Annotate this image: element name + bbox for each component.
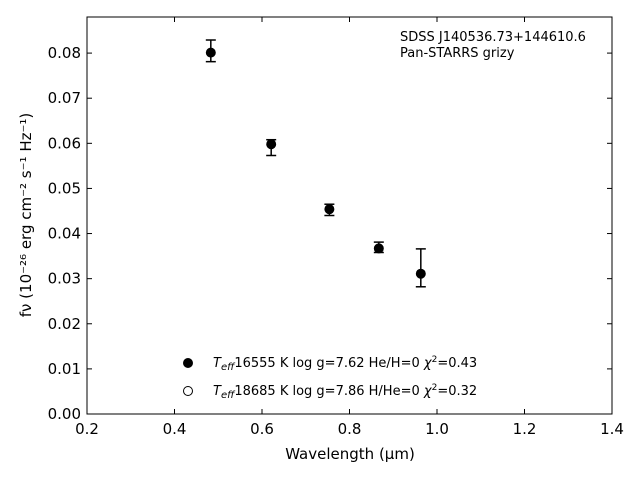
object-name-annotation: SDSS J140536.73+144610.6	[400, 30, 586, 45]
x-axis-label: Wavelength (μm)	[285, 445, 415, 463]
x-tick-label: 0.8	[338, 420, 362, 438]
plot-frame	[86, 16, 613, 415]
y-axis-label: fν (10⁻²⁶ erg cm⁻² s⁻¹ Hz⁻¹)	[17, 113, 35, 318]
photometry-annotation: Pan-STARRS grizy	[400, 46, 515, 61]
legend-entry-1: Teff16555 K log g=7.62 He/H=0 χ2=0.43	[213, 355, 477, 373]
data-points	[205, 47, 426, 279]
y-tick-label: 0.03	[48, 270, 81, 288]
model-point-filled	[266, 139, 277, 150]
y-tick-label: 0.01	[48, 360, 81, 378]
model-point-filled	[373, 243, 384, 254]
x-tick-label: 0.2	[75, 420, 99, 438]
x-tick-label: 1.2	[513, 420, 537, 438]
error-bars	[205, 39, 426, 288]
legend-marker-filled	[183, 358, 193, 368]
legend-marker-open	[183, 386, 193, 396]
x-tick-label: 1.4	[600, 420, 624, 438]
y-tick-label: 0.08	[48, 44, 81, 62]
x-tick-label: 0.6	[250, 420, 274, 438]
x-tick-label: 1.0	[425, 420, 449, 438]
y-tick-label: 0.04	[48, 225, 81, 243]
y-tick-label: 0.05	[48, 179, 81, 197]
legend-entry-2: Teff18685 K log g=7.86 H/He=0 χ2=0.32	[213, 383, 477, 401]
y-axis-ticks: 0.00 0.01 0.02 0.03 0.04 0.05 0.06 0.07 0.08	[48, 44, 612, 423]
y-tick-label: 0.06	[48, 134, 81, 152]
model-point-filled	[324, 204, 335, 215]
model-point-filled	[415, 268, 426, 279]
y-tick-label: 0.02	[48, 315, 81, 333]
model-point-filled	[205, 47, 216, 58]
x-axis-ticks: 0.2 0.4 0.6 0.8 1.0 1.2 1.4	[75, 17, 624, 438]
y-tick-label: 0.07	[48, 89, 81, 107]
y-tick-label: 0.00	[48, 405, 81, 423]
legend: Teff16555 K log g=7.62 He/H=0 χ2=0.43 Te…	[183, 355, 477, 401]
x-tick-label: 0.4	[163, 420, 187, 438]
